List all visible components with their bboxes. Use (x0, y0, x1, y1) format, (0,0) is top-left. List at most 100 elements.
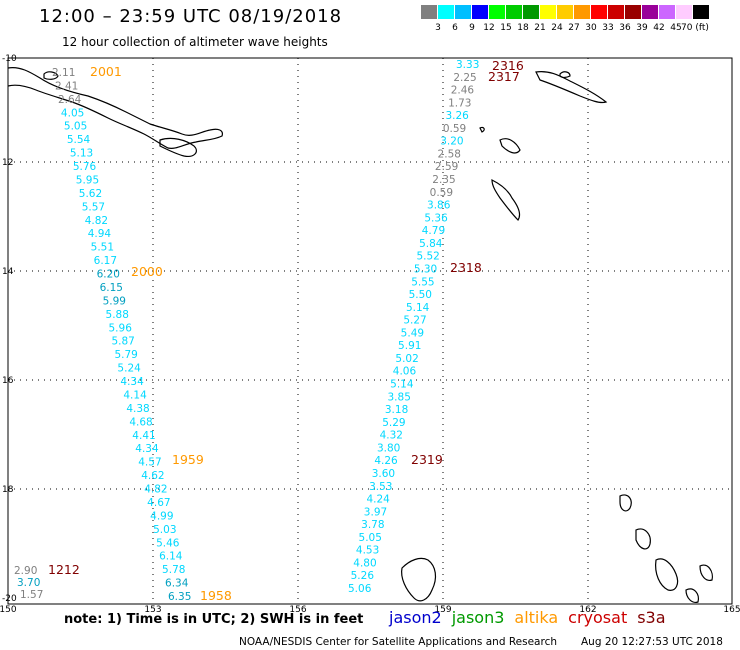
legend-swatch (523, 5, 540, 19)
swh-value-east: 5.14 (406, 302, 430, 314)
pass-time-east: 2318 (450, 260, 482, 275)
swh-value-west: 6.14 (159, 551, 183, 563)
swh-value-west: 4.57 (138, 457, 161, 469)
legend-color-bar (421, 5, 729, 19)
credit-line: NOAA/NESDIS Center for Satellite Applica… (239, 636, 557, 648)
swh-value-east: 0.59 (430, 187, 453, 199)
legend-swatch (455, 5, 472, 19)
lon-tick-label: 162 (579, 605, 596, 615)
color-legend: 3 6 9 12 15 18 21 24 27 30 33 36 39 42 45 70 (ft) (421, 5, 729, 37)
swh-value-east: 5.91 (398, 340, 421, 352)
legend-swatch (693, 5, 710, 19)
swh-value-sw: 1.57 (20, 589, 43, 601)
legend-swatch (438, 5, 455, 19)
swh-value-east: 4.53 (356, 545, 379, 557)
lat-tick-label: -20 (2, 594, 17, 604)
swh-value-east: 3.53 (369, 481, 392, 493)
swh-value-east: 5.49 (401, 327, 424, 339)
legend-label: 3 (435, 23, 441, 33)
mission-jason3: jason3 (451, 608, 505, 627)
swh-value-east: 3.97 (364, 506, 387, 518)
mission-s3a: s3a (637, 608, 666, 627)
coast-east-4 (499, 138, 521, 154)
swh-value-west: 5.78 (162, 564, 185, 576)
coast-east-10 (685, 588, 699, 603)
swh-value-west: 2.11 (52, 67, 75, 79)
coast-east-5 (491, 179, 521, 221)
legend-swatch (557, 5, 574, 19)
swh-value-east: 5.26 (351, 570, 375, 582)
legend-swatch (540, 5, 557, 19)
swh-value-east: 5.06 (348, 583, 372, 595)
swh-value-east: 5.30 (414, 263, 437, 275)
legend-swatch (506, 5, 523, 19)
swh-value-west: 5.03 (153, 524, 176, 536)
lon-tick-label: 159 (434, 605, 451, 615)
swh-value-west: 4.68 (129, 416, 152, 428)
legend-swatch (421, 5, 438, 19)
swh-value-west: 4.34 (120, 376, 144, 388)
swh-value-east: 5.36 (424, 212, 448, 224)
coast-east-9 (655, 558, 679, 591)
swh-value-east: 3.20 (440, 136, 463, 148)
lat-tick-label: -10 (2, 54, 17, 64)
swh-value-east: 3.78 (361, 519, 384, 531)
lat-tick-label: 14 (2, 267, 14, 277)
swh-value-east: 4.32 (380, 430, 403, 442)
legend-label: 45 (670, 23, 682, 33)
coast-east-11 (699, 564, 713, 581)
swh-value-east: 4.06 (393, 366, 417, 378)
pass-time-west: 2000 (131, 264, 163, 279)
legend-swatch (676, 5, 693, 19)
legend-label: 39 (636, 23, 648, 33)
coast-east-8 (635, 528, 651, 550)
lat-tick-label: 18 (2, 485, 14, 495)
swh-value-west: 5.51 (91, 242, 114, 254)
lat-tick-label: 12 (2, 158, 13, 168)
coast-east-2 (559, 71, 571, 79)
swh-value-east: 5.05 (359, 532, 382, 544)
swh-value-east: 5.14 (390, 379, 414, 391)
mission-jason2: jason2 (389, 608, 442, 627)
swh-value-west: 4.38 (126, 403, 149, 415)
coastlines (7, 67, 713, 603)
grid-lines (8, 58, 732, 604)
lon-tick-label: 153 (144, 605, 161, 615)
lat-tick-label: 16 (2, 376, 14, 386)
swh-value-west: 5.57 (82, 201, 105, 213)
swh-value-west: 5.46 (156, 537, 180, 549)
swh-value-west: 5.99 (103, 295, 126, 307)
swh-value-east: 2.46 (451, 85, 475, 97)
swh-value-east: 5.52 (416, 251, 439, 263)
swh-value-west: 6.20 (97, 269, 120, 281)
swh-value-west: 4.14 (123, 389, 147, 401)
coast-east-6 (401, 557, 437, 602)
legend-swatch (625, 5, 642, 19)
legend-swatch (608, 5, 625, 19)
legend-label: 70 (ft) (681, 23, 709, 33)
mission-legend: jason2 jason3 altika cryosat s3a (389, 608, 676, 627)
swh-value-west: 4.41 (132, 430, 155, 442)
swh-value-west: 5.87 (111, 336, 134, 348)
swh-value-west: 4.67 (147, 497, 170, 509)
mission-altika: altika (514, 608, 559, 627)
footer-note: note: 1) Time is in UTC; 2) SWH is in fe… (64, 612, 364, 627)
legend-label: 12 (483, 23, 495, 33)
legend-label: 21 (534, 23, 546, 33)
legend-label: 9 (469, 23, 475, 33)
swh-value-sw: 3.70 (17, 577, 40, 589)
swh-value-east: 3.60 (372, 468, 395, 480)
pass-time-west: 1959 (172, 452, 204, 467)
swh-value-west: 5.05 (64, 121, 87, 133)
legend-swatch (574, 5, 591, 19)
legend-swatch (642, 5, 659, 19)
swh-value-east: 2.35 (432, 174, 455, 186)
swh-value-east: 1.73 (448, 97, 471, 109)
legend-label: 27 (568, 23, 580, 33)
legend-label: 42 (653, 23, 665, 33)
coast-island-b (43, 71, 59, 80)
swh-value-west: 6.35 (168, 591, 191, 603)
swh-value-west: 6.15 (100, 282, 123, 294)
legend-labels: 3 6 9 12 15 18 21 24 27 30 33 36 39 42 45 70 (ft) (421, 23, 729, 37)
